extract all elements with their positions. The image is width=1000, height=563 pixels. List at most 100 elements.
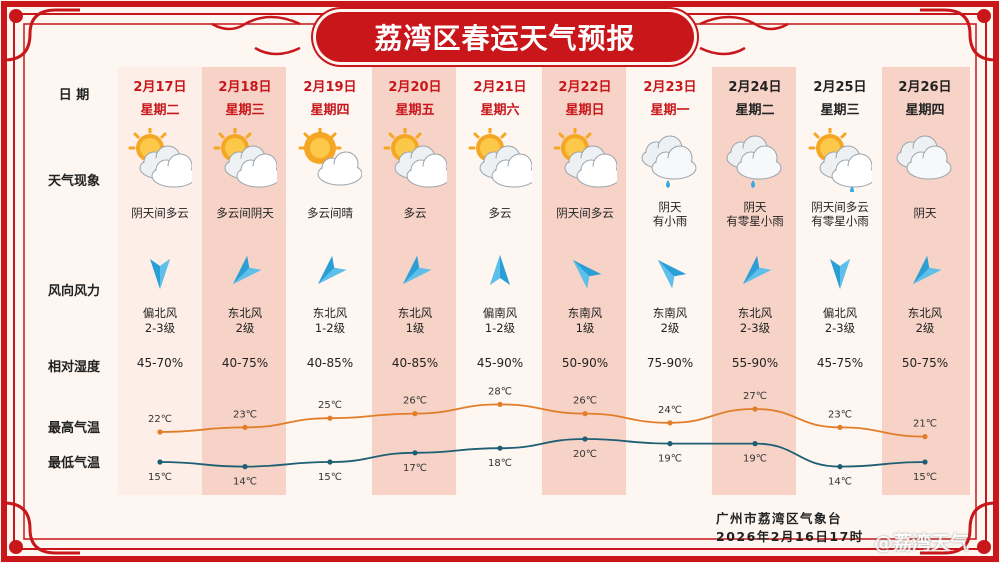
humidity-value: 50-90%: [561, 356, 609, 370]
wind-info: 东南风 1级: [543, 306, 627, 336]
condition-line-1: 阴天间多云: [556, 206, 614, 220]
wind-direction: 东北风: [312, 306, 348, 320]
high-temp-label: 21℃: [913, 419, 937, 430]
low-temp-label: 14℃: [828, 477, 852, 488]
day-date: 2月18日: [218, 80, 272, 95]
wind-info: 东南风 2级: [628, 306, 712, 336]
condition-line-1: 多云: [403, 206, 427, 220]
humidity-value: 40-75%: [221, 356, 269, 370]
humidity-value: 50-75%: [901, 356, 949, 370]
southwest-arrow-icon: [735, 252, 775, 296]
high-temp-point: [157, 429, 163, 435]
wind-level: 1-2级: [484, 321, 516, 335]
southwest-arrow-icon: [395, 252, 435, 296]
wind-info: 东北风 2级: [883, 306, 967, 336]
day-weekday: 星期一: [650, 103, 690, 118]
high-temp-line: [159, 403, 926, 438]
high-temp-label: 23℃: [828, 409, 852, 420]
day-date: 2月20日: [388, 80, 442, 95]
low-temp-point: [412, 450, 418, 456]
high-temp-label: 22℃: [148, 414, 172, 425]
day-weekday: 星期二: [735, 103, 775, 118]
wind-direction: 东北风: [737, 306, 773, 320]
low-temp-point: [667, 441, 673, 447]
low-temp-label: 18℃: [488, 458, 512, 469]
high-temp-point: [752, 406, 758, 412]
row-label-date: 日 期: [58, 88, 90, 103]
low-temp-label: 20℃: [573, 449, 597, 460]
wind-info: 偏北风 2-3级: [798, 306, 882, 336]
northwest-arrow-icon: [650, 252, 690, 296]
wind-direction: 东北风: [907, 306, 943, 320]
condition-line-1: 阴天间多云: [131, 206, 189, 220]
high-temp-label: 26℃: [573, 396, 597, 407]
row-label-low: 最低气温: [47, 456, 100, 471]
low-temp-point: [582, 436, 588, 442]
wind-direction: 偏北风: [142, 306, 178, 320]
weather-condition: 阴天 有小雨: [628, 200, 712, 228]
wind-direction: 偏北风: [822, 306, 858, 320]
low-temp-label: 17℃: [403, 463, 427, 474]
high-temp-label: 28℃: [488, 386, 512, 397]
condition-line-1: 多云: [488, 206, 512, 220]
cloudy-sun-icon: [553, 126, 622, 196]
low-temp-label: 19℃: [658, 454, 682, 465]
condition-line-1: 阴天间多云: [811, 200, 869, 214]
wind-direction: 东北风: [227, 306, 263, 320]
corner-ornament-icon: [3, 8, 997, 555]
high-temp-point: [497, 401, 503, 407]
wind-level: 1级: [575, 321, 595, 335]
humidity-value: 45-70%: [136, 356, 184, 370]
cloudy-sun-icon: [128, 126, 197, 196]
humidity-value: 75-90%: [646, 356, 694, 370]
low-temp-label: 15℃: [318, 472, 342, 483]
weather-condition: 阴天间多云 有零星小雨: [798, 200, 882, 228]
southwest-arrow-icon: [310, 252, 350, 296]
cloudy-sun-icon: [383, 126, 452, 196]
wind-info: 东北风 1-2级: [288, 306, 372, 336]
day-date: 2月19日: [303, 80, 357, 95]
low-temp-point: [837, 464, 843, 470]
wind-direction: 东南风: [652, 306, 688, 320]
day-date: 2月21日: [473, 80, 527, 95]
condition-line-1: 阴天: [913, 206, 937, 220]
weather-condition: 多云间阴天: [203, 206, 287, 220]
day-weekday: 星期五: [395, 103, 435, 118]
row-label-wind: 风向风力: [47, 284, 100, 299]
low-temp-point: [497, 445, 503, 451]
cloudy-sun-icon: [468, 126, 537, 196]
humidity-value: 55-90%: [731, 356, 779, 370]
condition-line-1: 阴天: [743, 200, 767, 214]
weather-condition: 多云: [458, 206, 542, 220]
southwest-arrow-icon: [225, 252, 265, 296]
high-temp-point: [412, 411, 418, 417]
low-temp-point: [752, 441, 758, 447]
wind-direction: 偏南风: [482, 306, 518, 320]
rain-cloud-icon: [638, 128, 702, 196]
condition-line-2: 有小雨: [652, 214, 688, 228]
condition-line-2: 有零星小雨: [726, 214, 784, 228]
wind-level: 2级: [915, 321, 935, 335]
low-temp-label: 19℃: [743, 454, 767, 465]
row-label-weather: 天气现象: [47, 174, 100, 189]
south-arrow-icon: [820, 252, 860, 296]
high-temp-label: 24℃: [658, 405, 682, 416]
condition-line-1: 阴天: [658, 200, 682, 214]
cloud-icon: [893, 128, 957, 196]
day-weekday: 星期六: [480, 103, 520, 118]
day-weekday: 星期三: [225, 103, 265, 118]
page-title: 荔湾区春运天气预报: [374, 22, 636, 55]
high-temp-point: [582, 411, 588, 417]
sun-rain-cloud-icon: [808, 126, 877, 196]
condition-line-2: 有零星小雨: [811, 214, 869, 228]
day-date: 2月23日: [643, 80, 697, 95]
wind-info: 东北风 1级: [373, 306, 457, 336]
day-date: 2月25日: [813, 80, 867, 95]
issuer-name: 广州市荔湾区气象台: [716, 511, 843, 526]
humidity-value: 45-75%: [816, 356, 864, 370]
row-label-humidity: 相对湿度: [47, 360, 100, 375]
issue-time: 2026年2月16日17时: [716, 529, 864, 544]
wind-level: 2级: [660, 321, 680, 335]
wind-info: 偏北风 2-3级: [118, 306, 202, 336]
